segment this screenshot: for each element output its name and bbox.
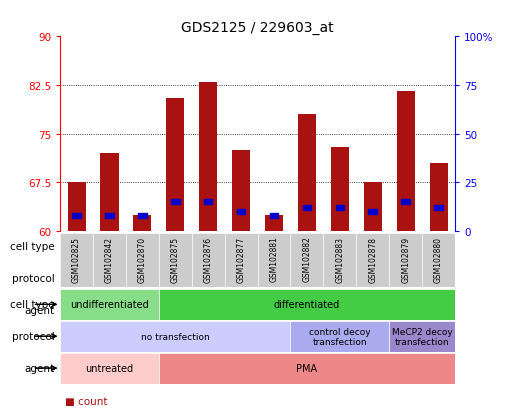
Text: agent: agent xyxy=(25,363,55,373)
Text: GSM102870: GSM102870 xyxy=(138,236,147,282)
Bar xyxy=(331,147,349,231)
Bar xyxy=(369,210,377,214)
Text: GSM102825: GSM102825 xyxy=(72,236,81,282)
Text: GSM102842: GSM102842 xyxy=(105,236,114,282)
Bar xyxy=(159,353,455,384)
Bar xyxy=(290,233,323,287)
Bar xyxy=(389,233,422,287)
Bar xyxy=(389,321,455,352)
Bar xyxy=(192,233,225,287)
Bar xyxy=(237,210,245,214)
Bar xyxy=(166,99,185,231)
Text: cell type: cell type xyxy=(10,242,55,252)
Bar xyxy=(60,289,159,320)
Bar xyxy=(336,206,344,210)
Bar xyxy=(401,200,410,204)
Text: GSM102882: GSM102882 xyxy=(302,236,311,282)
Bar xyxy=(171,200,179,204)
Text: protocol: protocol xyxy=(12,331,55,342)
Text: differentiated: differentiated xyxy=(274,299,340,310)
Text: undifferentiated: undifferentiated xyxy=(70,299,149,310)
Bar xyxy=(72,214,81,218)
Text: GSM102880: GSM102880 xyxy=(434,236,443,282)
Bar xyxy=(298,115,316,231)
Bar xyxy=(67,183,86,231)
Bar xyxy=(303,206,311,210)
Bar xyxy=(396,92,415,231)
Text: MeCP2 decoy
transfection: MeCP2 decoy transfection xyxy=(392,327,452,346)
Bar xyxy=(356,233,389,287)
Bar xyxy=(232,150,250,231)
Bar xyxy=(60,353,159,384)
Text: GSM102878: GSM102878 xyxy=(368,236,377,282)
Bar xyxy=(159,289,455,320)
Text: no transfection: no transfection xyxy=(141,332,210,341)
Text: GSM102875: GSM102875 xyxy=(171,236,180,282)
Bar xyxy=(204,200,212,204)
Text: GSM102883: GSM102883 xyxy=(335,236,344,282)
Bar xyxy=(60,321,290,352)
Bar xyxy=(363,183,382,231)
Bar xyxy=(105,214,114,218)
Bar xyxy=(257,233,290,287)
Bar xyxy=(265,215,283,231)
Bar xyxy=(138,214,146,218)
Text: GSM102879: GSM102879 xyxy=(401,236,410,282)
Text: PMA: PMA xyxy=(297,363,317,373)
Text: cell type: cell type xyxy=(10,299,55,310)
Bar xyxy=(133,215,152,231)
Text: control decoy
transfection: control decoy transfection xyxy=(309,327,371,346)
Text: GSM102877: GSM102877 xyxy=(236,236,246,282)
Text: protocol: protocol xyxy=(12,273,55,284)
Bar xyxy=(434,206,443,210)
Text: GSM102881: GSM102881 xyxy=(269,236,279,282)
Bar xyxy=(199,83,217,231)
Bar xyxy=(126,233,159,287)
Title: GDS2125 / 229603_at: GDS2125 / 229603_at xyxy=(181,21,334,35)
Text: ■ count: ■ count xyxy=(65,396,108,406)
Bar xyxy=(60,233,93,287)
Bar xyxy=(270,214,278,218)
Text: untreated: untreated xyxy=(85,363,133,373)
Text: GSM102876: GSM102876 xyxy=(204,236,213,282)
Bar xyxy=(225,233,257,287)
Bar xyxy=(100,154,119,231)
Bar xyxy=(159,233,192,287)
Bar xyxy=(422,233,455,287)
Bar xyxy=(290,321,389,352)
Bar xyxy=(93,233,126,287)
Bar xyxy=(429,163,448,231)
Bar xyxy=(323,233,356,287)
Text: agent: agent xyxy=(25,305,55,316)
